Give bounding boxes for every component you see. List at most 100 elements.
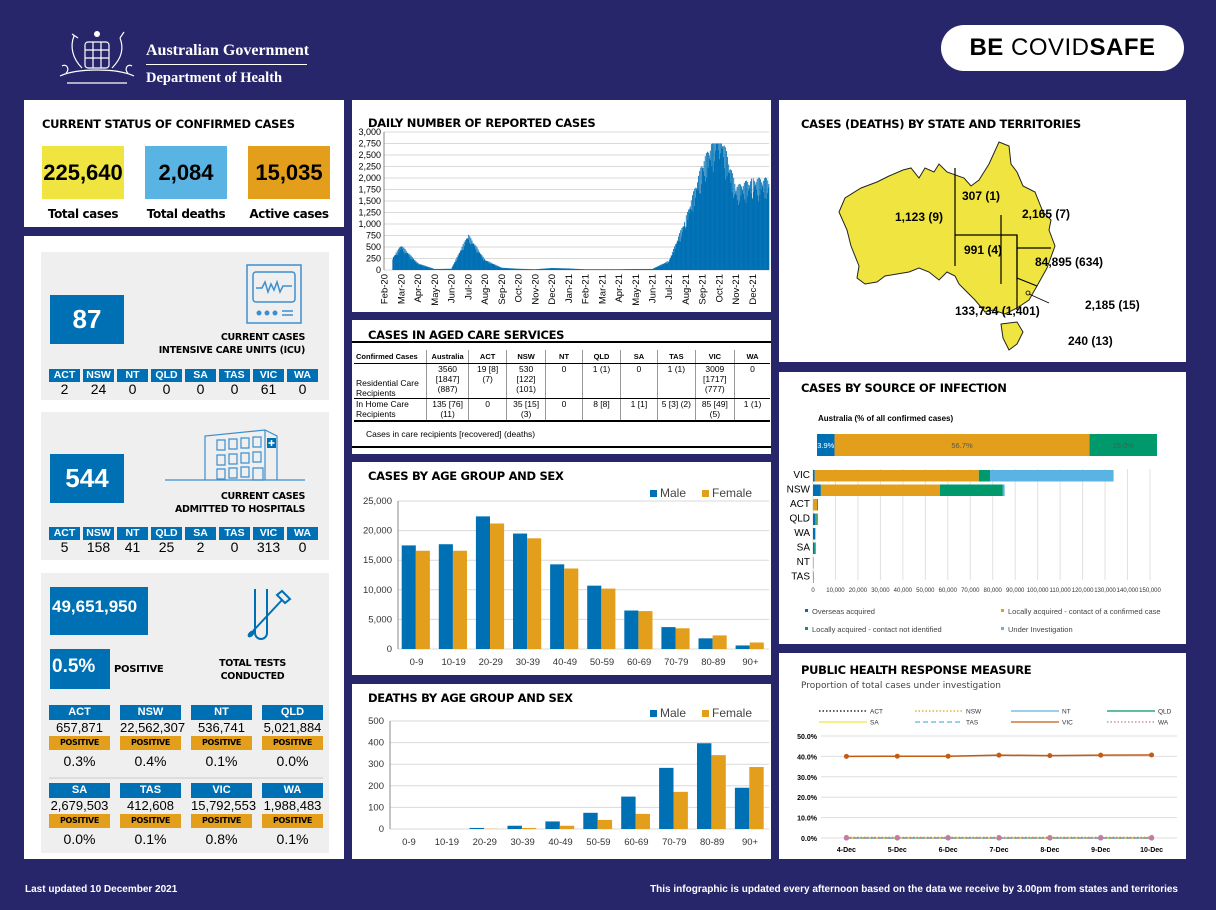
y-tick-label: 0 <box>376 265 381 275</box>
x-tick-label: 50,000 <box>916 588 935 594</box>
daily-bar <box>462 244 464 270</box>
state-value: 25 <box>158 539 175 555</box>
state-tag: SA <box>49 783 110 798</box>
x-tick-label: Nov-20 <box>530 274 541 305</box>
col-header: NT <box>545 350 584 364</box>
header-divider <box>146 64 307 65</box>
source-bar-segment <box>813 499 818 511</box>
daily-bar <box>567 268 568 270</box>
hosp-state-sa: SA 2 <box>185 527 216 555</box>
daily-bar <box>686 226 688 270</box>
state-tag: ACT <box>49 369 80 382</box>
daily-bar <box>543 268 545 270</box>
daily-bar <box>544 268 545 270</box>
x-tick-label: Jun-21 <box>648 274 659 303</box>
daily-bar <box>522 269 524 270</box>
daily-bar <box>570 268 572 270</box>
daily-bar <box>641 269 643 270</box>
daily-bar <box>490 263 491 270</box>
state-tag: SA <box>185 369 216 382</box>
daily-bar <box>642 268 644 270</box>
daily-bar <box>731 192 733 270</box>
female-bar <box>564 568 579 649</box>
daily-bar <box>434 269 436 270</box>
daily-bar <box>399 249 401 270</box>
daily-bar <box>747 190 749 270</box>
state-value: 0 <box>230 539 239 555</box>
state-tag: QLD <box>262 705 323 720</box>
legend-swatch <box>1001 609 1004 612</box>
daily-bar <box>428 267 430 270</box>
daily-bar <box>539 268 540 270</box>
daily-bar <box>657 265 659 270</box>
daily-bar <box>516 268 518 270</box>
daily-bar <box>453 264 455 270</box>
daily-bar <box>424 266 426 270</box>
daily-bar <box>665 262 667 270</box>
daily-bar <box>596 269 598 270</box>
x-tick-label: 80-89 <box>701 657 725 668</box>
daily-bar <box>492 263 494 270</box>
daily-bar <box>438 269 439 270</box>
x-tick-label: 50-59 <box>586 837 610 848</box>
daily-bar <box>645 268 646 270</box>
daily-bar <box>454 262 456 270</box>
daily-bar <box>675 244 677 270</box>
daily-bar <box>468 234 470 270</box>
daily-bar <box>618 269 620 270</box>
state-tag: VIC <box>253 369 284 382</box>
daily-cases-title: DAILY NUMBER OF REPORTED CASES <box>368 116 596 130</box>
state-tag: NT <box>117 527 148 540</box>
daily-bar <box>584 269 586 270</box>
tests-state-nt: NT 536,741 POSITIVE 0.1% <box>191 705 252 772</box>
daily-bar <box>461 246 463 270</box>
daily-bar <box>497 266 499 270</box>
daily-bar <box>553 268 555 270</box>
map-title: CASES (DEATHS) BY STATE AND TERRITORIES <box>801 117 1081 131</box>
table-cell: 1 (1) <box>582 363 621 399</box>
y-tick-label: 10,000 <box>363 585 392 596</box>
legend-label: NT <box>1062 709 1071 716</box>
daily-bar <box>702 167 704 270</box>
daily-bar <box>681 228 683 270</box>
daily-bar <box>561 268 563 270</box>
daily-bar <box>658 266 660 270</box>
daily-bar <box>725 179 727 270</box>
table-cell: 19 [8] (7) <box>468 363 508 399</box>
y-tick-label: 10.0% <box>797 816 818 823</box>
daily-bar <box>576 268 578 270</box>
tests-value: 412,608 <box>127 798 174 813</box>
icu-state-row: ACT 2 NSW 24 NT 0 QLD 0 SA 0 TAS 0 VIC 61 WA 0 <box>49 369 321 397</box>
data-point <box>996 835 1002 841</box>
female-bar <box>712 635 727 649</box>
y-tick-label: 1,000 <box>358 219 381 229</box>
daily-bar <box>630 269 631 270</box>
state-tag: SA <box>185 527 216 540</box>
daily-bar <box>511 268 513 270</box>
table-cell: 3009 [1717] (777) <box>695 363 736 399</box>
daily-bar <box>442 269 443 270</box>
daily-bar <box>512 268 514 270</box>
daily-bar <box>665 263 667 270</box>
australia-segment-label: 56.7% <box>951 441 973 450</box>
source-bar-segment <box>814 470 979 482</box>
daily-bar <box>622 269 624 270</box>
daily-bar <box>680 236 682 270</box>
daily-bar <box>563 268 564 270</box>
total-cases-value: 225,640 <box>42 146 124 199</box>
x-tick-label: 40,000 <box>894 588 913 594</box>
daily-bar <box>724 147 726 270</box>
daily-bar <box>499 267 501 270</box>
daily-bar <box>734 183 736 270</box>
hospital-caption: CURRENT CASES ADMITTED TO HOSPITALS <box>150 490 305 516</box>
daily-bar <box>610 269 612 270</box>
x-tick-label: 20,000 <box>849 588 868 594</box>
daily-bar <box>396 250 398 270</box>
daily-bar <box>745 180 746 270</box>
y-tick-label: 2,500 <box>358 150 381 160</box>
daily-bar <box>578 268 580 270</box>
daily-bar <box>470 238 472 270</box>
y-tick-label: 750 <box>366 231 381 241</box>
col-header: TAS <box>657 350 696 364</box>
table-cell: 1 (1) <box>734 398 770 422</box>
